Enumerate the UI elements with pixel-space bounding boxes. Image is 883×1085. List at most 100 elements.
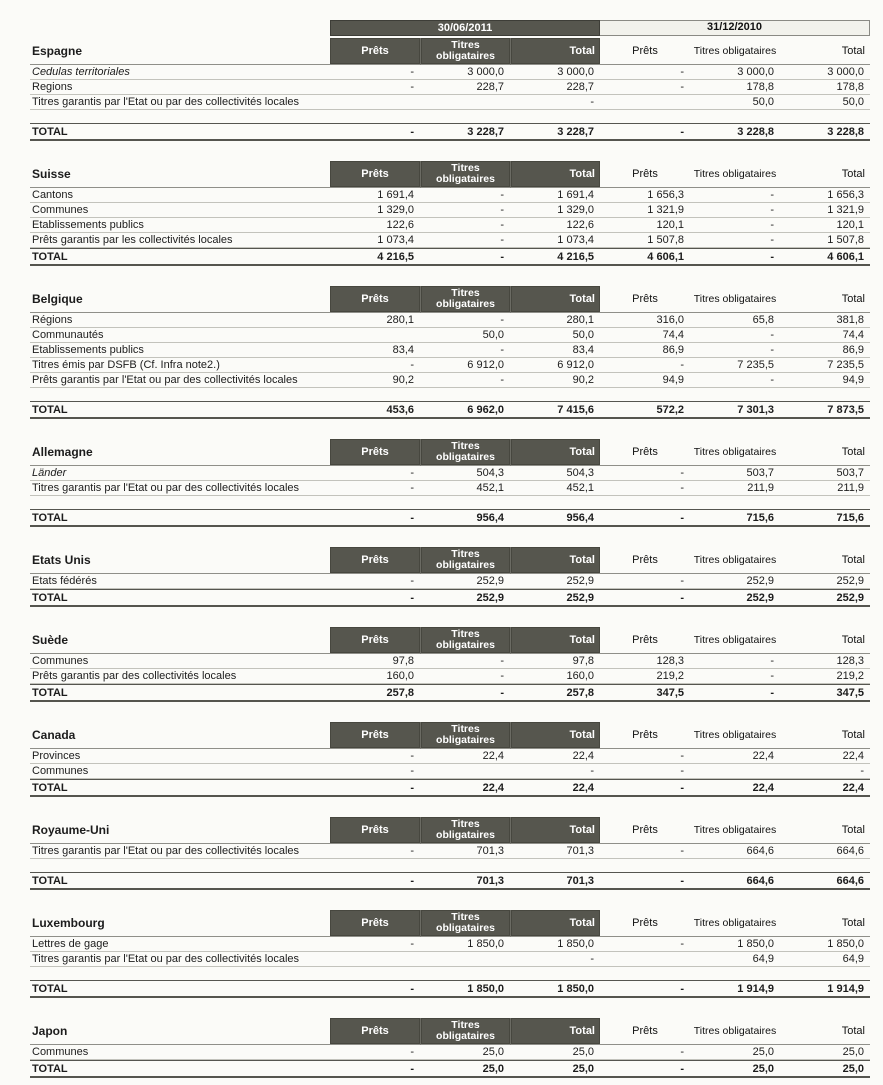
- row-value: 25,0: [690, 1045, 780, 1060]
- header-titres-2010: Titres obligataires: [690, 161, 780, 188]
- row-value: -: [690, 233, 780, 248]
- row-value: 1 073,4: [510, 233, 600, 248]
- country-name: Belgique: [30, 286, 330, 313]
- row-value: 1 073,4: [330, 233, 420, 248]
- row-value: 211,9: [690, 481, 780, 496]
- spacer-row: [30, 110, 870, 123]
- row-value: 6 912,0: [510, 358, 600, 373]
- row-value: -: [510, 952, 600, 967]
- header-total-2011: Total: [510, 722, 600, 749]
- row-value: 22,4: [420, 749, 510, 764]
- country-name: Allemagne: [30, 439, 330, 466]
- header-prets-2011: Prêts: [330, 722, 420, 749]
- row-value: 90,2: [330, 373, 420, 388]
- total-value: -: [330, 980, 420, 998]
- country-name: Suisse: [30, 161, 330, 188]
- row-value: 1 321,9: [600, 203, 690, 218]
- row-value: 3 000,0: [510, 65, 600, 80]
- total-value: -: [330, 589, 420, 607]
- header-total-2010: Total: [780, 161, 870, 188]
- total-value: 572,2: [600, 401, 690, 419]
- total-value: 1 914,9: [690, 980, 780, 998]
- row-label: Titres émis par DSFB (Cf. Infra note2.): [30, 358, 330, 373]
- row-value: 94,9: [600, 373, 690, 388]
- row-value: -: [510, 764, 600, 779]
- header-prets-2010: Prêts: [600, 1018, 690, 1045]
- header-total-2011: Total: [510, 161, 600, 188]
- row-value: 64,9: [780, 952, 870, 967]
- total-value: -: [420, 684, 510, 702]
- header-total-2011: Total: [510, 910, 600, 937]
- header-total-2011: Total: [510, 439, 600, 466]
- total-value: -: [690, 248, 780, 266]
- total-value: 664,6: [780, 872, 870, 890]
- row-value: -: [330, 80, 420, 95]
- row-value: 701,3: [420, 844, 510, 859]
- row-value: -: [690, 373, 780, 388]
- row-value: -: [420, 188, 510, 203]
- row-value: 1 507,8: [600, 233, 690, 248]
- total-value: 347,5: [780, 684, 870, 702]
- row-value: 6 912,0: [420, 358, 510, 373]
- total-label: TOTAL: [30, 123, 330, 141]
- row-value: -: [690, 218, 780, 233]
- country-name: Espagne: [30, 38, 330, 65]
- total-value: 664,6: [690, 872, 780, 890]
- total-value: 22,4: [510, 779, 600, 797]
- total-value: 4 606,1: [780, 248, 870, 266]
- row-label: Länder: [30, 466, 330, 481]
- total-value: -: [330, 779, 420, 797]
- total-value: -: [600, 980, 690, 998]
- spacer-row: [30, 859, 870, 872]
- header-total-2010: Total: [780, 286, 870, 313]
- total-label: TOTAL: [30, 980, 330, 998]
- header-prets-2010: Prêts: [600, 722, 690, 749]
- spacer-row: [30, 496, 870, 509]
- row-value: -: [690, 343, 780, 358]
- row-value: -: [690, 654, 780, 669]
- row-value: 452,1: [420, 481, 510, 496]
- row-value: 74,4: [780, 328, 870, 343]
- row-value: [420, 952, 510, 967]
- header-titres-2010: Titres obligataires: [690, 547, 780, 574]
- row-value: 280,1: [510, 313, 600, 328]
- row-value: -: [330, 937, 420, 952]
- total-value: -: [600, 509, 690, 527]
- header-total-2010: Total: [780, 38, 870, 65]
- header-total-2010: Total: [780, 627, 870, 654]
- country-section: Japon Prêts Titres obligataires Total Prêts T…: [30, 1018, 870, 1078]
- total-value: 3 228,7: [420, 123, 510, 141]
- row-value: 1 321,9: [780, 203, 870, 218]
- row-value: 122,6: [330, 218, 420, 233]
- total-value: 7 415,6: [510, 401, 600, 419]
- total-value: 4 606,1: [600, 248, 690, 266]
- row-value: 664,6: [780, 844, 870, 859]
- row-value: 1 329,0: [510, 203, 600, 218]
- total-value: -: [330, 123, 420, 141]
- row-value: -: [600, 764, 690, 779]
- row-value: 94,9: [780, 373, 870, 388]
- country-section: Espagne Prêts Titres obligataires Total Prêt…: [30, 38, 870, 141]
- row-value: [420, 95, 510, 110]
- header-total-2011: Total: [510, 286, 600, 313]
- header-total-2011: Total: [510, 547, 600, 574]
- header-titres-2011: Titres obligataires: [420, 1018, 510, 1045]
- row-value: 211,9: [780, 481, 870, 496]
- row-value: -: [600, 481, 690, 496]
- total-label: TOTAL: [30, 779, 330, 797]
- row-value: -: [420, 203, 510, 218]
- country-section: Suisse Prêts Titres obligataires Total Prêts…: [30, 161, 870, 266]
- row-label: Prêts garantis par les collectivités loc…: [30, 233, 330, 248]
- row-value: 83,4: [510, 343, 600, 358]
- total-value: 3 228,7: [510, 123, 600, 141]
- header-titres-2010: Titres obligataires: [690, 627, 780, 654]
- row-value: 128,3: [780, 654, 870, 669]
- total-value: 25,0: [510, 1060, 600, 1078]
- row-value: -: [420, 233, 510, 248]
- header-prets-2011: Prêts: [330, 161, 420, 188]
- row-value: 22,4: [690, 749, 780, 764]
- row-value: 25,0: [420, 1045, 510, 1060]
- header-prets-2010: Prêts: [600, 38, 690, 65]
- row-value: -: [600, 937, 690, 952]
- row-label: Etablissements publics: [30, 218, 330, 233]
